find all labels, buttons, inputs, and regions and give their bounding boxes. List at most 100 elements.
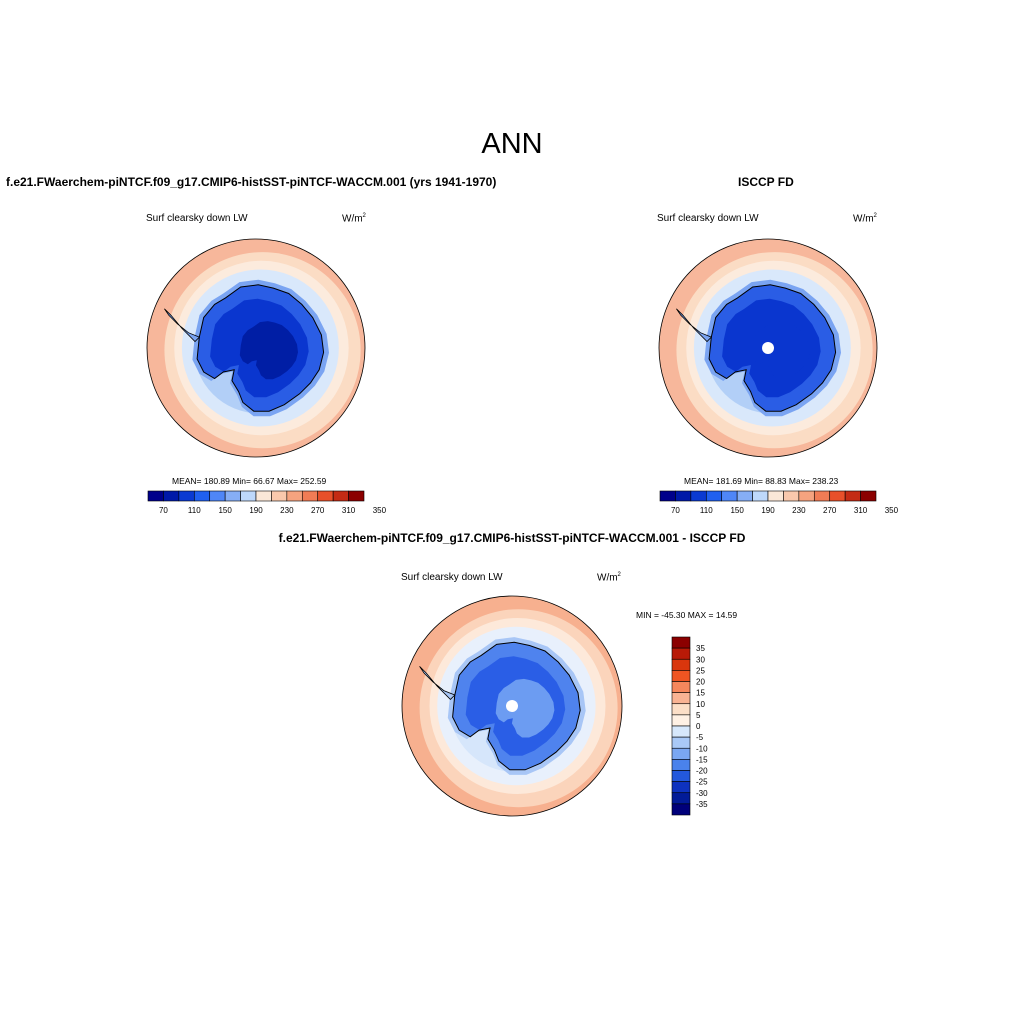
model-colorbar-swatch — [147, 490, 164, 502]
obs-colorbar-swatch — [767, 490, 784, 502]
diff-colorbar-swatch — [671, 792, 691, 805]
model-colorbar-swatch — [209, 490, 226, 502]
obs-stats: MEAN= 181.69 Min= 88.83 Max= 238.23 — [684, 476, 839, 486]
map-boundary — [146, 238, 366, 458]
diff-colorbar-tick-label: 15 — [696, 689, 705, 698]
diff-colorbar-tick-label: -5 — [696, 733, 704, 742]
model-colorbar-swatch — [178, 490, 195, 502]
ice-core-region — [239, 321, 298, 380]
diff-stats: MIN = -45.30 MAX = 14.59 — [636, 610, 738, 620]
map-boundary — [658, 238, 878, 458]
model-colorbar-swatch — [271, 490, 288, 502]
obs-colorbar-swatch — [752, 490, 769, 502]
diff-variable-label: Surf clearsky down LW — [401, 572, 503, 583]
diff-colorbar-swatch — [671, 781, 691, 794]
model-colorbar-swatch — [193, 490, 211, 502]
model-colorbar-swatch — [332, 490, 349, 502]
obs-colorbar: 70 110 150 190 230 270 310 350 — [659, 490, 899, 515]
obs-units-label: W/m2 — [853, 213, 877, 225]
obs-colorbar-swatch — [690, 490, 707, 502]
obs-colorbar-tick-label: 270 — [823, 506, 837, 515]
diff-colorbar-tick-label: -15 — [696, 755, 708, 764]
peninsula-coastline — [676, 308, 713, 343]
model-colorbar-tick-label: 350 — [373, 506, 387, 515]
model-colorbar-tick-label: 110 — [188, 506, 201, 515]
obs-colorbar-tick-label: 230 — [792, 506, 806, 515]
model-colorbar-tick-label: 270 — [311, 506, 325, 515]
ice-core-region — [751, 321, 810, 380]
obs-colorbar-tick-label: 190 — [761, 506, 775, 515]
diff-colorbar-swatch — [671, 759, 691, 771]
obs-polar-map — [658, 238, 878, 458]
obs-colorbar-tick-label: 110 — [700, 506, 713, 515]
obs-colorbar-tick-label: 350 — [885, 506, 899, 515]
diff-colorbar-swatch — [671, 670, 691, 682]
model-colorbar-swatch — [240, 490, 257, 502]
obs-colorbar-tick-label: 150 — [730, 506, 744, 515]
peninsula-region — [676, 308, 712, 342]
diff-colorbar-swatch — [671, 658, 691, 671]
difference-title: f.e21.FWaerchem-piNTCF.f09_g17.CMIP6-his… — [278, 531, 746, 545]
model-colorbar-tick-label: 230 — [280, 506, 294, 515]
obs-variable-label: Surf clearsky down LW — [657, 213, 759, 224]
diff-colorbar-swatch — [671, 736, 691, 749]
diff-colorbar-tick-label: -25 — [696, 778, 708, 787]
obs-colorbar-swatch — [844, 490, 861, 502]
obs-title: ISCCP FD — [738, 175, 794, 189]
diff-colorbar-tick-label: -30 — [696, 789, 708, 798]
diff-colorbar-tick-label: 0 — [696, 722, 701, 731]
diff-colorbar-tick-label: 10 — [696, 700, 705, 709]
diff-colorbar-swatch — [671, 703, 691, 716]
diff-colorbar-swatch — [671, 725, 691, 738]
diff-colorbar-swatch — [671, 647, 691, 660]
model-colorbar-tick-label: 310 — [342, 506, 356, 515]
diff-colorbar-swatch — [671, 692, 691, 705]
obs-colorbar-tick-label: 310 — [854, 506, 868, 515]
diff-colorbar-tick-label: 30 — [696, 655, 705, 664]
diff-colorbar-swatch — [671, 681, 691, 693]
obs-colorbar-swatch — [736, 490, 753, 502]
obs-colorbar-swatch — [705, 490, 723, 502]
obs-colorbar-swatch — [813, 490, 831, 502]
model-colorbar: 70 110 150 190 230 270 310 350 — [147, 490, 387, 515]
obs-colorbar-swatch — [659, 490, 676, 502]
diff-units-label: W/m2 — [597, 572, 621, 584]
model-colorbar-swatch — [255, 490, 272, 502]
model-units-label: W/m2 — [342, 213, 366, 225]
coastline — [452, 641, 581, 771]
peninsula-region — [419, 666, 455, 700]
model-colorbar-swatch — [348, 490, 365, 502]
map-boundary — [401, 595, 623, 817]
model-polar-map — [146, 238, 366, 458]
diff-colorbar-tick-label: 5 — [696, 711, 701, 720]
model-colorbar-swatch — [224, 490, 241, 502]
peninsula-coastline — [164, 308, 201, 343]
model-colorbar-tick-label: 70 — [159, 506, 168, 515]
model-variable-label: Surf clearsky down LW — [146, 213, 248, 224]
pole-missing-data — [506, 700, 518, 712]
diff-colorbar-swatch — [671, 636, 691, 649]
diff-colorbar-tick-label: -35 — [696, 800, 708, 809]
model-colorbar-tick-label: 190 — [249, 506, 263, 515]
model-colorbar-swatch — [317, 490, 334, 502]
diff-colorbar-swatch — [671, 803, 691, 816]
obs-colorbar-swatch — [829, 490, 846, 502]
model-colorbar-swatch — [301, 490, 319, 502]
obs-colorbar-swatch — [721, 490, 738, 502]
diff-colorbar-tick-label: -10 — [696, 744, 708, 753]
difference-polar-map — [401, 595, 623, 817]
model-colorbar-tick-label: 150 — [218, 506, 232, 515]
diff-colorbar-swatch — [671, 770, 691, 782]
diff-colorbar-tick-label: 20 — [696, 678, 705, 687]
obs-colorbar-swatch — [675, 490, 692, 502]
peninsula-coastline — [419, 666, 456, 700]
peninsula-region — [164, 308, 200, 342]
diff-colorbar-swatch — [671, 747, 691, 760]
model-colorbar-swatch — [163, 490, 180, 502]
diff-colorbar-swatch — [671, 714, 691, 727]
model-case-title: f.e21.FWaerchem-piNTCF.f09_g17.CMIP6-his… — [6, 175, 497, 189]
diff-colorbar-tick-label: 25 — [696, 666, 705, 675]
pole-missing-data — [762, 342, 774, 354]
diff-colorbar-tick-label: -20 — [696, 767, 708, 776]
